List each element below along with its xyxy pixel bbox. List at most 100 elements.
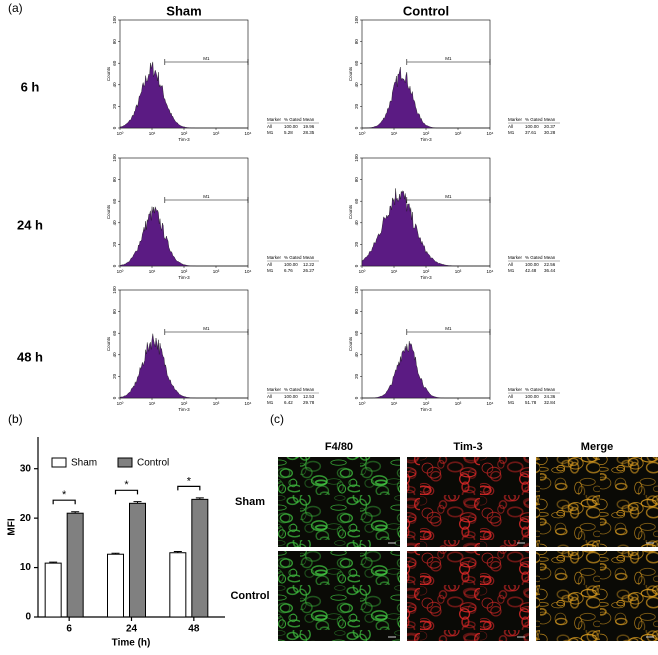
- stats-cell: 32.84: [544, 400, 556, 405]
- x-axis-label: Tim-3: [420, 137, 432, 142]
- x-tick-label: 10⁴: [245, 131, 252, 136]
- column-header: Sham: [166, 3, 201, 18]
- error-bar: [195, 497, 204, 500]
- gate-marker: [406, 329, 491, 335]
- stats-cell: 24.36: [544, 394, 556, 399]
- significance-star: *: [187, 475, 192, 487]
- stats-header: Marker: [267, 117, 282, 122]
- stats-header: Marker: [508, 117, 523, 122]
- stats-cell: 100.00: [284, 124, 298, 129]
- column-header: Control: [403, 3, 449, 18]
- x-axis-label: Tim-3: [178, 275, 190, 280]
- histogram: [361, 188, 490, 267]
- histogram: [119, 61, 248, 129]
- row-label: 48 h: [17, 349, 43, 364]
- x-tick-label: 10⁴: [245, 401, 252, 406]
- gate-marker: [406, 197, 491, 203]
- significance-bracket: [52, 499, 76, 505]
- legend-label: Sham: [71, 458, 97, 469]
- stats-cell: M1: [267, 268, 274, 273]
- y-tick-label: 100: [112, 286, 117, 294]
- x-axis-label: Tim-3: [420, 275, 432, 280]
- y-tick-label: 40: [354, 220, 359, 226]
- significance-bracket: [114, 489, 139, 495]
- x-tick-label: 10²: [181, 131, 188, 136]
- x-tick-label: 10¹: [149, 131, 156, 136]
- y-tick-label: 100: [112, 16, 117, 24]
- significance-star: *: [124, 479, 129, 491]
- y-tick-label: 100: [112, 154, 117, 162]
- histogram: [119, 333, 248, 399]
- y-tick-label: 0: [112, 126, 117, 129]
- y-tick-label: 0: [354, 126, 359, 129]
- histogram: [362, 67, 490, 129]
- stats-header: % Gated: [525, 255, 543, 260]
- x-tick-label: 10⁴: [487, 401, 494, 406]
- y-axis-label: Counts: [348, 66, 353, 81]
- x-tick-label: 10²: [423, 131, 430, 136]
- micrograph: [278, 457, 400, 547]
- micrograph: [278, 551, 400, 641]
- stats-header: % Gated: [284, 255, 302, 260]
- histogram: [119, 206, 248, 267]
- stats-cell: 5.28: [284, 130, 293, 135]
- y-tick-label: 40: [112, 220, 117, 226]
- plot-frame: [361, 19, 491, 129]
- x-tick-label: 10¹: [391, 131, 398, 136]
- stats-cell: 100.00: [284, 262, 298, 267]
- y-tick-label: 20: [112, 373, 117, 379]
- y-tick-label: 0: [354, 264, 359, 267]
- y-tick-label: 60: [354, 60, 359, 66]
- y-tick-label: 100: [354, 154, 359, 162]
- gate-marker: [164, 197, 249, 203]
- column-header: Merge: [581, 441, 613, 453]
- stats-cell: 100.00: [525, 394, 539, 399]
- x-tick-label: 48: [188, 624, 200, 635]
- x-tick-label: 10⁰: [117, 401, 124, 406]
- y-tick-label: 80: [354, 309, 359, 315]
- y-tick-label: 20: [112, 241, 117, 247]
- y-axis-label: Counts: [106, 66, 111, 81]
- x-axis-label: Tim-3: [420, 407, 432, 412]
- error-bar: [111, 552, 120, 555]
- gate-marker: [164, 329, 249, 335]
- y-tick-label: 100: [354, 286, 359, 294]
- error-bar: [71, 511, 80, 514]
- y-tick-label: 0: [112, 396, 117, 399]
- y-tick-label: 40: [112, 82, 117, 88]
- y-tick-label: 10: [20, 562, 32, 573]
- y-axis-label: Counts: [348, 204, 353, 219]
- legend-swatch: [51, 457, 67, 468]
- stats-header: Marker: [267, 255, 282, 260]
- x-axis-label: Time (h): [112, 638, 151, 649]
- stats-cell: 6.76: [284, 268, 293, 273]
- y-axis-label: Counts: [348, 336, 353, 351]
- y-tick-label: 60: [354, 330, 359, 336]
- x-axis-label: Tim-3: [178, 407, 190, 412]
- stats-cell: 12.22: [303, 262, 315, 267]
- legend-label: Control: [137, 458, 169, 469]
- y-tick-label: 20: [112, 103, 117, 109]
- gate-label: M1: [445, 326, 452, 331]
- legend-swatch: [117, 457, 133, 468]
- stats-cell: 22.56: [544, 262, 556, 267]
- gate-label: M1: [445, 194, 452, 199]
- stats-cell: 51.78: [525, 400, 537, 405]
- x-tick-label: 10³: [213, 269, 220, 274]
- stats-header: % Gated: [525, 117, 543, 122]
- stats-cell: 30.28: [544, 130, 556, 135]
- y-tick-label: 20: [354, 373, 359, 379]
- stats-header: Marker: [267, 387, 282, 392]
- gate-label: M1: [203, 326, 210, 331]
- column-header: Tim-3: [453, 441, 482, 453]
- stats-header: Marker: [508, 387, 523, 392]
- stats-header: Marker: [508, 255, 523, 260]
- gate-label: M1: [203, 194, 210, 199]
- y-axis-label: MFI: [7, 518, 18, 535]
- x-tick-label: 10³: [213, 401, 220, 406]
- row-label: Control: [230, 590, 269, 602]
- significance-star: *: [62, 489, 67, 501]
- y-tick-label: 60: [112, 330, 117, 336]
- stats-header: % Gated: [284, 117, 302, 122]
- gate-marker: [406, 59, 491, 65]
